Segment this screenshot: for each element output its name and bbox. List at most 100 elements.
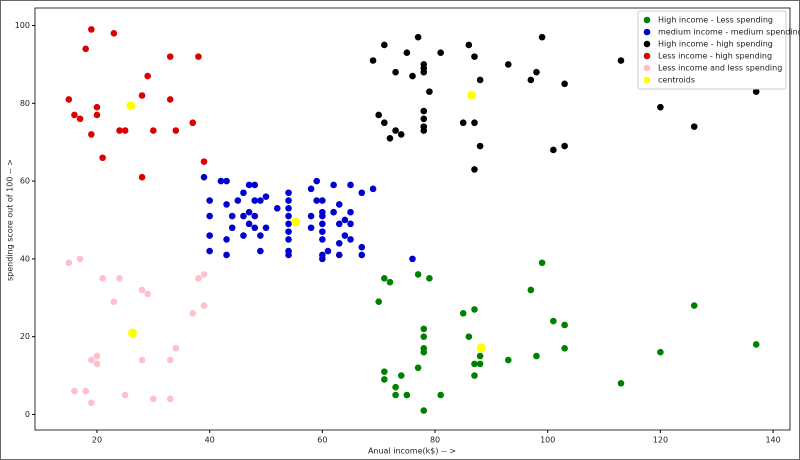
point (116, 275, 123, 282)
y-tick-label: 40 (20, 254, 30, 263)
legend-label: High income - Less spending (658, 16, 773, 25)
legend-marker (643, 64, 651, 72)
point (420, 348, 428, 356)
point (657, 103, 664, 111)
x-tick-label: 20 (92, 436, 102, 445)
point (200, 173, 208, 181)
point (561, 80, 568, 88)
point (88, 356, 95, 364)
point (313, 177, 321, 185)
point (538, 33, 546, 41)
point (471, 119, 478, 127)
point (409, 72, 416, 80)
point (467, 90, 477, 100)
point (471, 360, 478, 368)
point (121, 391, 129, 399)
point (358, 243, 366, 251)
point (335, 251, 343, 259)
y-tick-label: 20 (20, 332, 30, 341)
point (127, 328, 137, 338)
point (752, 88, 760, 95)
point (330, 208, 337, 216)
point (82, 387, 90, 395)
point (166, 53, 174, 60)
point (319, 220, 326, 228)
point (76, 115, 84, 123)
point (65, 259, 73, 267)
point (375, 298, 382, 305)
point (251, 212, 259, 220)
point (93, 352, 101, 360)
point (93, 103, 101, 111)
point (420, 127, 428, 134)
point (381, 368, 388, 375)
point (138, 92, 146, 99)
point (476, 343, 486, 353)
point (206, 232, 213, 239)
point (285, 197, 292, 204)
x-tick-label: 80 (430, 436, 440, 445)
point (240, 212, 247, 220)
x-tick-label: 40 (205, 436, 215, 445)
x-axis-label: Anual income(k$) -- > (368, 447, 456, 456)
point (375, 111, 382, 119)
legend-marker (643, 76, 651, 84)
point (88, 26, 95, 33)
legend-label: centroids (658, 76, 695, 85)
point (195, 53, 202, 60)
point (166, 356, 174, 364)
point (285, 251, 292, 259)
point (172, 127, 180, 134)
point (76, 255, 84, 263)
point (200, 271, 208, 278)
point (200, 302, 208, 309)
point (262, 193, 270, 200)
point (285, 236, 292, 243)
point (200, 158, 208, 165)
point (313, 197, 321, 204)
point (319, 228, 326, 235)
point (65, 96, 73, 103)
point (561, 345, 568, 352)
point (381, 119, 388, 127)
point (504, 356, 512, 364)
point (617, 380, 625, 387)
point (144, 72, 151, 80)
point (471, 306, 478, 313)
point (414, 33, 422, 41)
point (223, 201, 230, 208)
point (476, 142, 484, 150)
point (527, 76, 535, 84)
point (533, 352, 540, 360)
legend-marker (643, 40, 651, 48)
x-tick-label: 60 (317, 436, 327, 445)
point (257, 197, 264, 204)
point (341, 216, 349, 224)
point (347, 208, 354, 216)
point (392, 383, 399, 391)
point (358, 189, 366, 197)
point (381, 41, 388, 49)
point (285, 205, 292, 212)
point (245, 220, 253, 228)
point (126, 101, 136, 111)
point (251, 197, 259, 204)
legend-label: medium income - medium spending (658, 28, 800, 37)
point (319, 255, 326, 263)
point (561, 142, 568, 150)
point (657, 348, 664, 356)
point (257, 232, 264, 239)
point (150, 127, 157, 134)
point (285, 220, 292, 228)
point (110, 298, 118, 305)
point (465, 41, 473, 49)
point (319, 197, 326, 204)
point (335, 240, 343, 247)
point (437, 391, 444, 399)
point (409, 255, 416, 263)
point (240, 189, 247, 197)
point (397, 131, 405, 138)
point (206, 197, 213, 204)
point (330, 181, 337, 189)
